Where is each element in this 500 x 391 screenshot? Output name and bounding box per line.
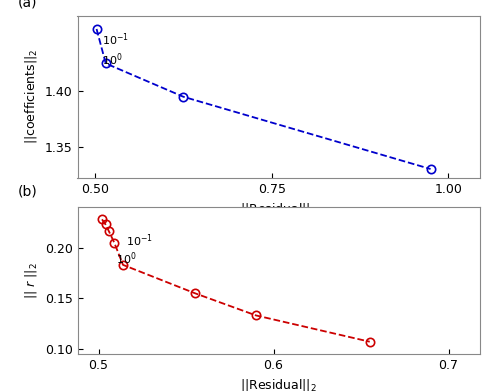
Text: (a): (a) xyxy=(18,0,37,9)
Y-axis label: ||coefficients||$_2$: ||coefficients||$_2$ xyxy=(24,49,40,145)
Text: $10^{0}$: $10^{0}$ xyxy=(116,251,136,267)
Text: $10^{-1}$: $10^{-1}$ xyxy=(126,233,154,249)
Y-axis label: || $r$ ||$_2$: || $r$ ||$_2$ xyxy=(23,262,39,299)
X-axis label: ||Residual||$_2$: ||Residual||$_2$ xyxy=(240,377,317,391)
Text: (b): (b) xyxy=(18,185,37,198)
Text: $10^{-1}$: $10^{-1}$ xyxy=(102,31,128,48)
Text: $10^{0}$: $10^{0}$ xyxy=(102,51,122,68)
X-axis label: ||Residual||$_2$: ||Residual||$_2$ xyxy=(240,201,317,217)
